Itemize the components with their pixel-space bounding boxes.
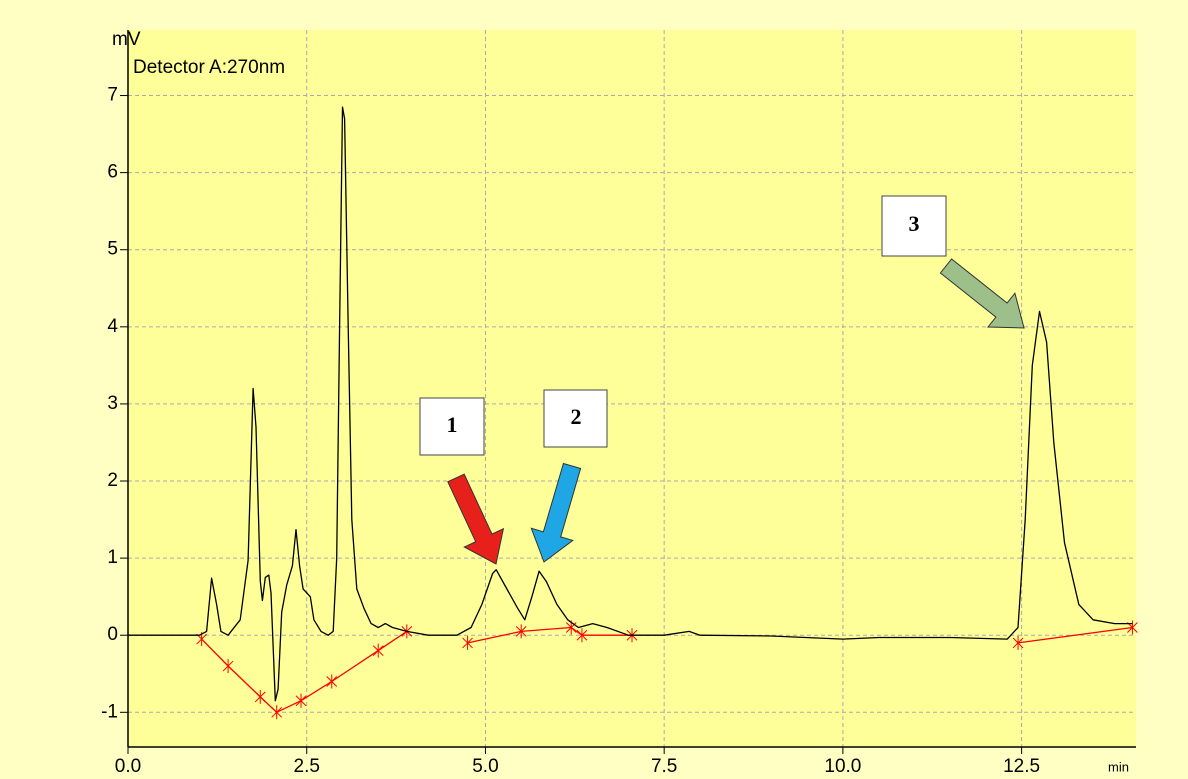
arrow (939, 258, 1025, 329)
integration-mark (462, 635, 473, 650)
integration-mark (515, 624, 527, 639)
x-tick-label: 0.0 (115, 756, 141, 777)
y-tick-label: 2 (107, 470, 118, 491)
y-tick-label: 3 (107, 393, 118, 414)
y-tick-label: 1 (107, 547, 118, 568)
x-tick-label: 12.5 (1003, 756, 1040, 777)
y-tick-label: 0 (107, 624, 118, 645)
x-tick-label: 5.0 (472, 756, 498, 777)
y-tick-label: -1 (101, 701, 118, 722)
y-tick-label: 7 (107, 85, 118, 106)
y-tick-label: 5 (107, 239, 118, 260)
integration-mark (254, 689, 266, 704)
grid (120, 30, 1136, 754)
annotation: 3 (909, 211, 920, 236)
signal-line (128, 106, 1133, 702)
arrow (530, 462, 582, 563)
x-axis-label: min (1108, 759, 1129, 774)
annotations: 1 2 3 (419, 195, 1025, 565)
integration-mark (222, 659, 234, 674)
integration-mark (1012, 635, 1024, 650)
integration-mark (271, 705, 283, 720)
integration-mark (295, 693, 307, 708)
plot (128, 106, 1138, 720)
x-tick-label: 7.5 (651, 756, 677, 777)
annotation: 1 (447, 412, 458, 437)
annotation-box (543, 389, 608, 448)
x-tick-label: 2.5 (294, 756, 320, 777)
plot-area (128, 30, 1136, 747)
y-tick-label: 4 (107, 316, 118, 337)
x-tick-label: 10.0 (824, 756, 861, 777)
integration-mark (372, 643, 384, 658)
annotation: 2 (571, 404, 582, 429)
y-axis-label: mV (112, 29, 141, 50)
annotation-box (419, 397, 485, 456)
arrow (447, 473, 505, 565)
integration-mark (326, 674, 338, 689)
chart-title: Detector A:270nm (133, 57, 285, 78)
annotation-box (881, 195, 947, 257)
integration-mark (576, 628, 588, 643)
y-tick-label: 6 (107, 162, 118, 183)
